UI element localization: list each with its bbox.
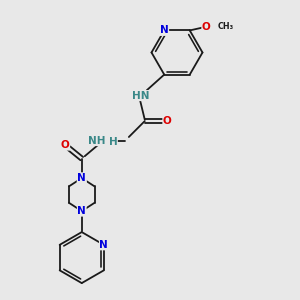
Text: H: H	[109, 137, 118, 147]
Text: HN: HN	[131, 91, 149, 100]
Text: N: N	[100, 240, 108, 250]
Text: N: N	[77, 173, 86, 183]
Text: O: O	[202, 22, 211, 32]
Text: N: N	[160, 26, 169, 35]
Text: CH₃: CH₃	[217, 22, 233, 31]
Text: N: N	[77, 173, 86, 183]
Text: O: O	[163, 116, 172, 126]
Text: N: N	[77, 206, 86, 216]
Text: NH: NH	[88, 136, 105, 146]
Text: O: O	[61, 140, 70, 150]
